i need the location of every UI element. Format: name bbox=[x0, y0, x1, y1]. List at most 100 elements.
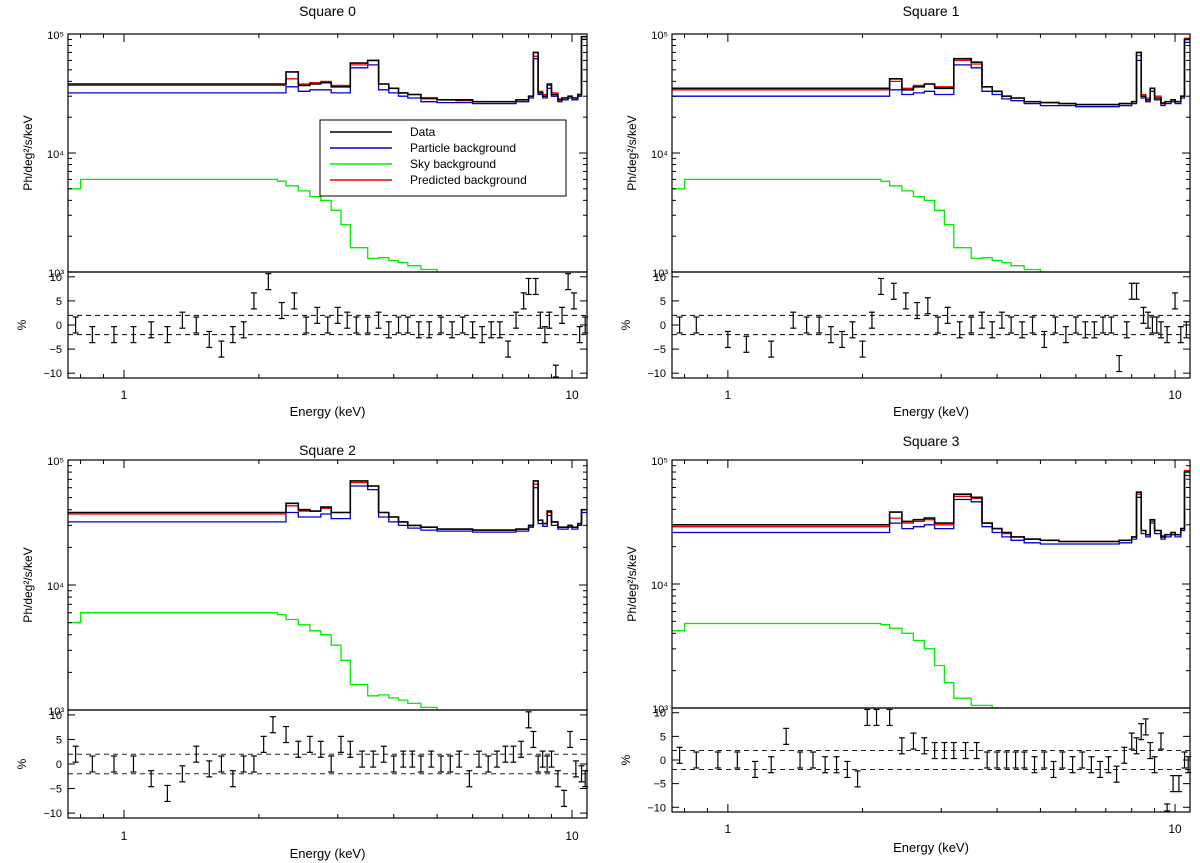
residual-error-bar bbox=[944, 306, 951, 324]
residual-error-bar bbox=[306, 735, 313, 753]
chart-panel-0: Square 0 10⁵ 10⁴ 10³ Ph/deg²/s/keV 1 10 Energy … bbox=[15, 3, 589, 419]
y-axis-label: Ph/deg²/s/keV bbox=[21, 115, 35, 190]
residual-error-bar bbox=[535, 755, 542, 773]
residual-error-bar bbox=[582, 770, 589, 788]
residual-error-bar bbox=[459, 316, 466, 334]
residual-error-bar bbox=[72, 745, 79, 763]
residual-error-bar bbox=[1091, 321, 1098, 339]
residual-error-bar bbox=[400, 750, 407, 768]
residual-error-bar bbox=[989, 321, 996, 339]
residual-error-bar bbox=[1113, 765, 1120, 783]
legend: Data Particle background Sky background Pre… bbox=[319, 119, 567, 197]
x-tick-label: 1 bbox=[121, 829, 128, 843]
resid-y-tick-label: −5 bbox=[49, 784, 62, 796]
y-tick-label: 10⁵ bbox=[651, 30, 668, 42]
residual-axes-frame bbox=[67, 709, 588, 819]
residual-error-bar bbox=[921, 737, 928, 755]
residual-error-bar bbox=[1088, 756, 1095, 774]
residual-error-bar bbox=[544, 755, 551, 773]
resid-y-axis-label: % bbox=[15, 319, 29, 330]
residual-error-bar bbox=[89, 755, 96, 773]
residual-error-bar bbox=[998, 311, 1005, 329]
residual-error-bar bbox=[283, 725, 290, 744]
residual-error-bar bbox=[827, 326, 834, 344]
residual-error-bar bbox=[193, 316, 200, 334]
x-axis-label: Energy (keV) bbox=[893, 840, 969, 855]
residual-error-bar bbox=[1172, 292, 1179, 310]
residual-error-bar bbox=[1164, 803, 1171, 812]
residual-error-bar bbox=[859, 340, 866, 358]
resid-y-tick-label: 10 bbox=[50, 272, 62, 284]
x-axis-label: Energy (keV) bbox=[290, 404, 366, 419]
residual-error-bar bbox=[179, 765, 186, 783]
residual-error-bar bbox=[250, 755, 257, 773]
residual-error-bar bbox=[1183, 321, 1190, 339]
residual-error-bar bbox=[164, 784, 171, 803]
resid-y-tick-label: 0 bbox=[56, 759, 62, 771]
residual-error-bar bbox=[714, 751, 721, 769]
residual-error-bar bbox=[582, 316, 589, 334]
legend-label: Predicted background bbox=[410, 173, 527, 187]
residual-error-bar bbox=[250, 292, 257, 310]
resid-y-tick-label: 5 bbox=[56, 296, 62, 308]
residual-error-bar bbox=[839, 330, 846, 349]
residual-error-bar bbox=[466, 770, 473, 788]
residual-error-bar bbox=[783, 727, 790, 745]
residual-error-bar bbox=[505, 340, 512, 358]
series-line-particle-background bbox=[672, 41, 1190, 108]
series-line-data bbox=[68, 480, 587, 531]
residual-error-bar bbox=[578, 765, 585, 783]
resid-y-tick-label: 0 bbox=[56, 320, 62, 332]
residual-error-bar bbox=[1059, 751, 1066, 769]
residual-error-bar bbox=[693, 751, 700, 769]
residual-error-bar bbox=[676, 316, 683, 334]
resid-y-tick-label: 5 bbox=[56, 734, 62, 746]
residual-error-bar bbox=[1170, 775, 1177, 793]
resid-y-tick-label: 0 bbox=[660, 755, 666, 767]
residual-error-bar bbox=[438, 755, 445, 773]
residual-error-bar bbox=[1157, 321, 1164, 339]
series-line-predicted-background bbox=[68, 36, 587, 103]
residual-error-bar bbox=[790, 311, 797, 329]
residual-error-bar bbox=[1003, 751, 1010, 769]
residual-error-bar bbox=[1145, 311, 1152, 329]
residual-error-bar bbox=[877, 277, 884, 296]
residual-error-bar bbox=[240, 755, 247, 773]
residual-error-bar bbox=[868, 311, 875, 329]
residual-error-bar bbox=[1050, 760, 1057, 779]
residual-error-bar bbox=[476, 750, 483, 768]
residual-error-bar bbox=[260, 735, 267, 753]
residual-error-bar bbox=[428, 750, 435, 768]
residual-error-bar bbox=[968, 316, 975, 334]
residual-error-bar bbox=[978, 311, 985, 329]
residual-error-bar bbox=[328, 755, 335, 773]
residual-error-bar bbox=[206, 330, 213, 349]
resid-y-tick-label: −10 bbox=[647, 802, 666, 814]
y-tick-label: 10³ bbox=[652, 704, 668, 716]
series-line-data bbox=[672, 38, 1190, 106]
x-axis-label: Energy (keV) bbox=[893, 404, 969, 419]
residual-error-bar bbox=[291, 292, 298, 310]
residual-error-bar bbox=[924, 297, 931, 315]
residual-error-bar bbox=[1121, 746, 1128, 764]
x-tick-label: 1 bbox=[725, 388, 732, 402]
series-line-particle-background bbox=[68, 485, 587, 533]
residual-error-bar bbox=[496, 321, 503, 339]
residual-error-bar bbox=[768, 756, 775, 774]
residual-error-bar bbox=[415, 321, 422, 339]
residual-error-bar bbox=[548, 750, 555, 768]
residual-error-bar bbox=[984, 751, 991, 769]
resid-y-tick-label: 5 bbox=[660, 731, 666, 743]
residual-error-bar bbox=[1021, 751, 1028, 769]
residual-error-bar bbox=[1099, 316, 1106, 334]
residual-error-bar bbox=[206, 760, 213, 778]
residual-error-bar bbox=[375, 311, 382, 329]
residual-error-bar bbox=[193, 745, 200, 763]
legend-label: Sky background bbox=[410, 157, 496, 171]
legend-label: Data bbox=[410, 125, 436, 139]
residual-error-bar bbox=[1123, 321, 1130, 339]
residual-error-bar bbox=[370, 750, 377, 768]
residual-error-bar bbox=[525, 711, 532, 729]
residual-error-bar bbox=[385, 321, 392, 339]
residual-error-bar bbox=[552, 364, 559, 378]
